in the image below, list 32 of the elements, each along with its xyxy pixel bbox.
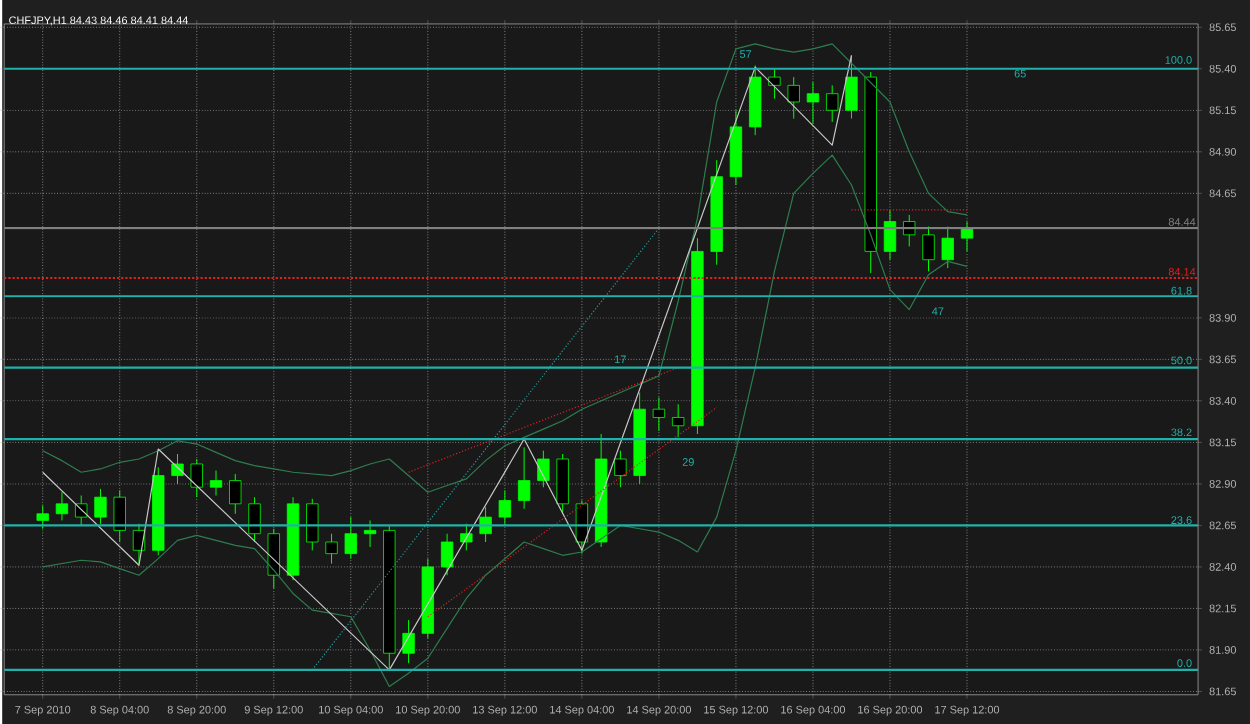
line-series [42,54,853,671]
candlestick [36,504,49,529]
candlestick [787,76,800,119]
candlestick [55,491,69,521]
candlestick [614,449,627,488]
candlestick [498,489,512,526]
candlestick [845,54,858,119]
candlestick [229,473,242,514]
candlestick [440,532,454,576]
candlestick [941,225,954,269]
candlestick [209,469,223,496]
candlestick [248,496,261,543]
candlestick [806,81,820,124]
candlestick [113,489,126,543]
candlestick [267,527,280,589]
candlestick [922,225,935,272]
candlestick [306,497,319,551]
candlestick [652,396,666,431]
candlestick [94,488,107,524]
candlestick [960,220,974,252]
candlestick [768,67,781,99]
candlestick [190,458,203,498]
candlestick [517,446,531,509]
candlestick [363,519,377,548]
candlestick [556,453,569,514]
candlestick [402,619,415,664]
candlestick [883,209,897,260]
candlestick [344,516,357,559]
candlestick [325,532,338,564]
candlestick [537,449,550,488]
candlestick [826,84,839,123]
candlestick [671,403,685,438]
